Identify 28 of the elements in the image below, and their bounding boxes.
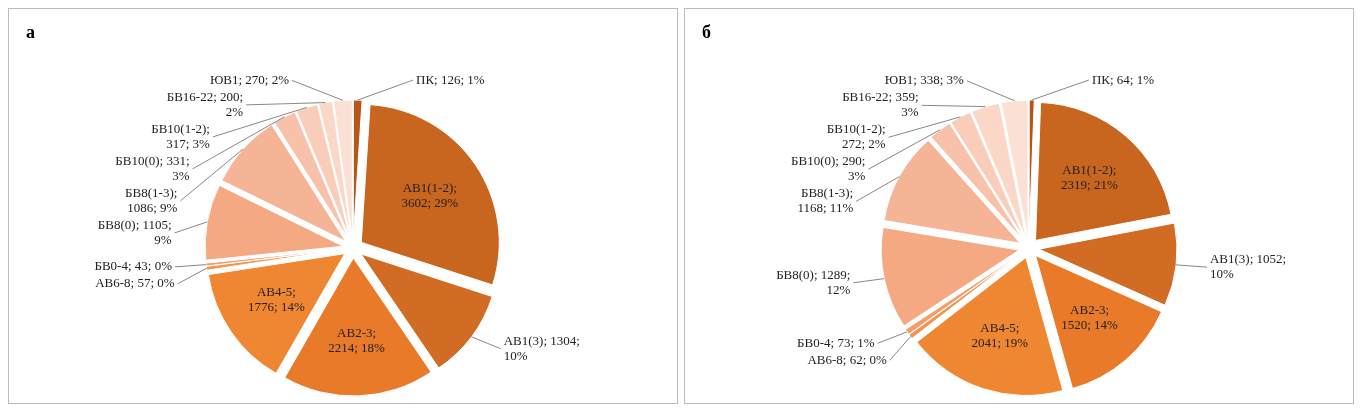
slice-label: АВ4-5; 2041; 19% xyxy=(971,320,1029,351)
slice-label: БВ10(1-2); 272; 2% xyxy=(826,121,886,152)
slice-label: БВ8(0); 1289; 12% xyxy=(776,266,851,297)
slice-label: БВ16-22; 200; 2% xyxy=(166,88,244,119)
slice-label: БВ8(1-3); 1168; 11% xyxy=(797,185,854,216)
slice-label: БВ10(0); 290; 3% xyxy=(791,153,866,184)
slice-label: ЮВ1; 270; 2% xyxy=(209,71,290,87)
chart-title: а xyxy=(26,22,35,42)
slice-label: ПК; 126; 1% xyxy=(416,71,485,87)
slice-label: БВ10(0); 331; 3% xyxy=(115,152,190,183)
slice-label: АВ1(1-2); 3602; 29% xyxy=(401,179,459,210)
slice-label: АВ6-8; 57; 0% xyxy=(95,275,175,291)
slice-label: БВ0-4; 73; 1% xyxy=(797,334,875,350)
slice-label: АВ2-3; 2214; 18% xyxy=(328,324,386,355)
slice-label: АВ4-5; 1776; 14% xyxy=(248,284,305,315)
slice-label: БВ16-22; 359; 3% xyxy=(842,89,919,120)
slice-label: АВ1(3); 1304; 10% xyxy=(503,332,580,363)
slice-label: АВ1(3); 1052; 10% xyxy=(1209,251,1287,282)
slice-label: АВ1(1-2); 2319; 21% xyxy=(1061,161,1118,192)
slice-label: ЮВ1; 338; 3% xyxy=(884,72,965,88)
slice-label: БВ0-4; 43; 0% xyxy=(94,258,173,274)
slice-label: БВ8(1-3); 1086; 9% xyxy=(125,184,178,215)
chart-title: б xyxy=(702,22,711,42)
slice-label: БВ8(0); 1105; 9% xyxy=(97,216,172,247)
slice-label: АВ6-8; 62; 0% xyxy=(807,351,888,367)
slice-label: АВ2-3; 1520; 14% xyxy=(1061,302,1119,333)
slice-label: БВ10(1-2); 317; 3% xyxy=(151,120,211,151)
slice-label: ПК; 64; 1% xyxy=(1091,71,1155,87)
